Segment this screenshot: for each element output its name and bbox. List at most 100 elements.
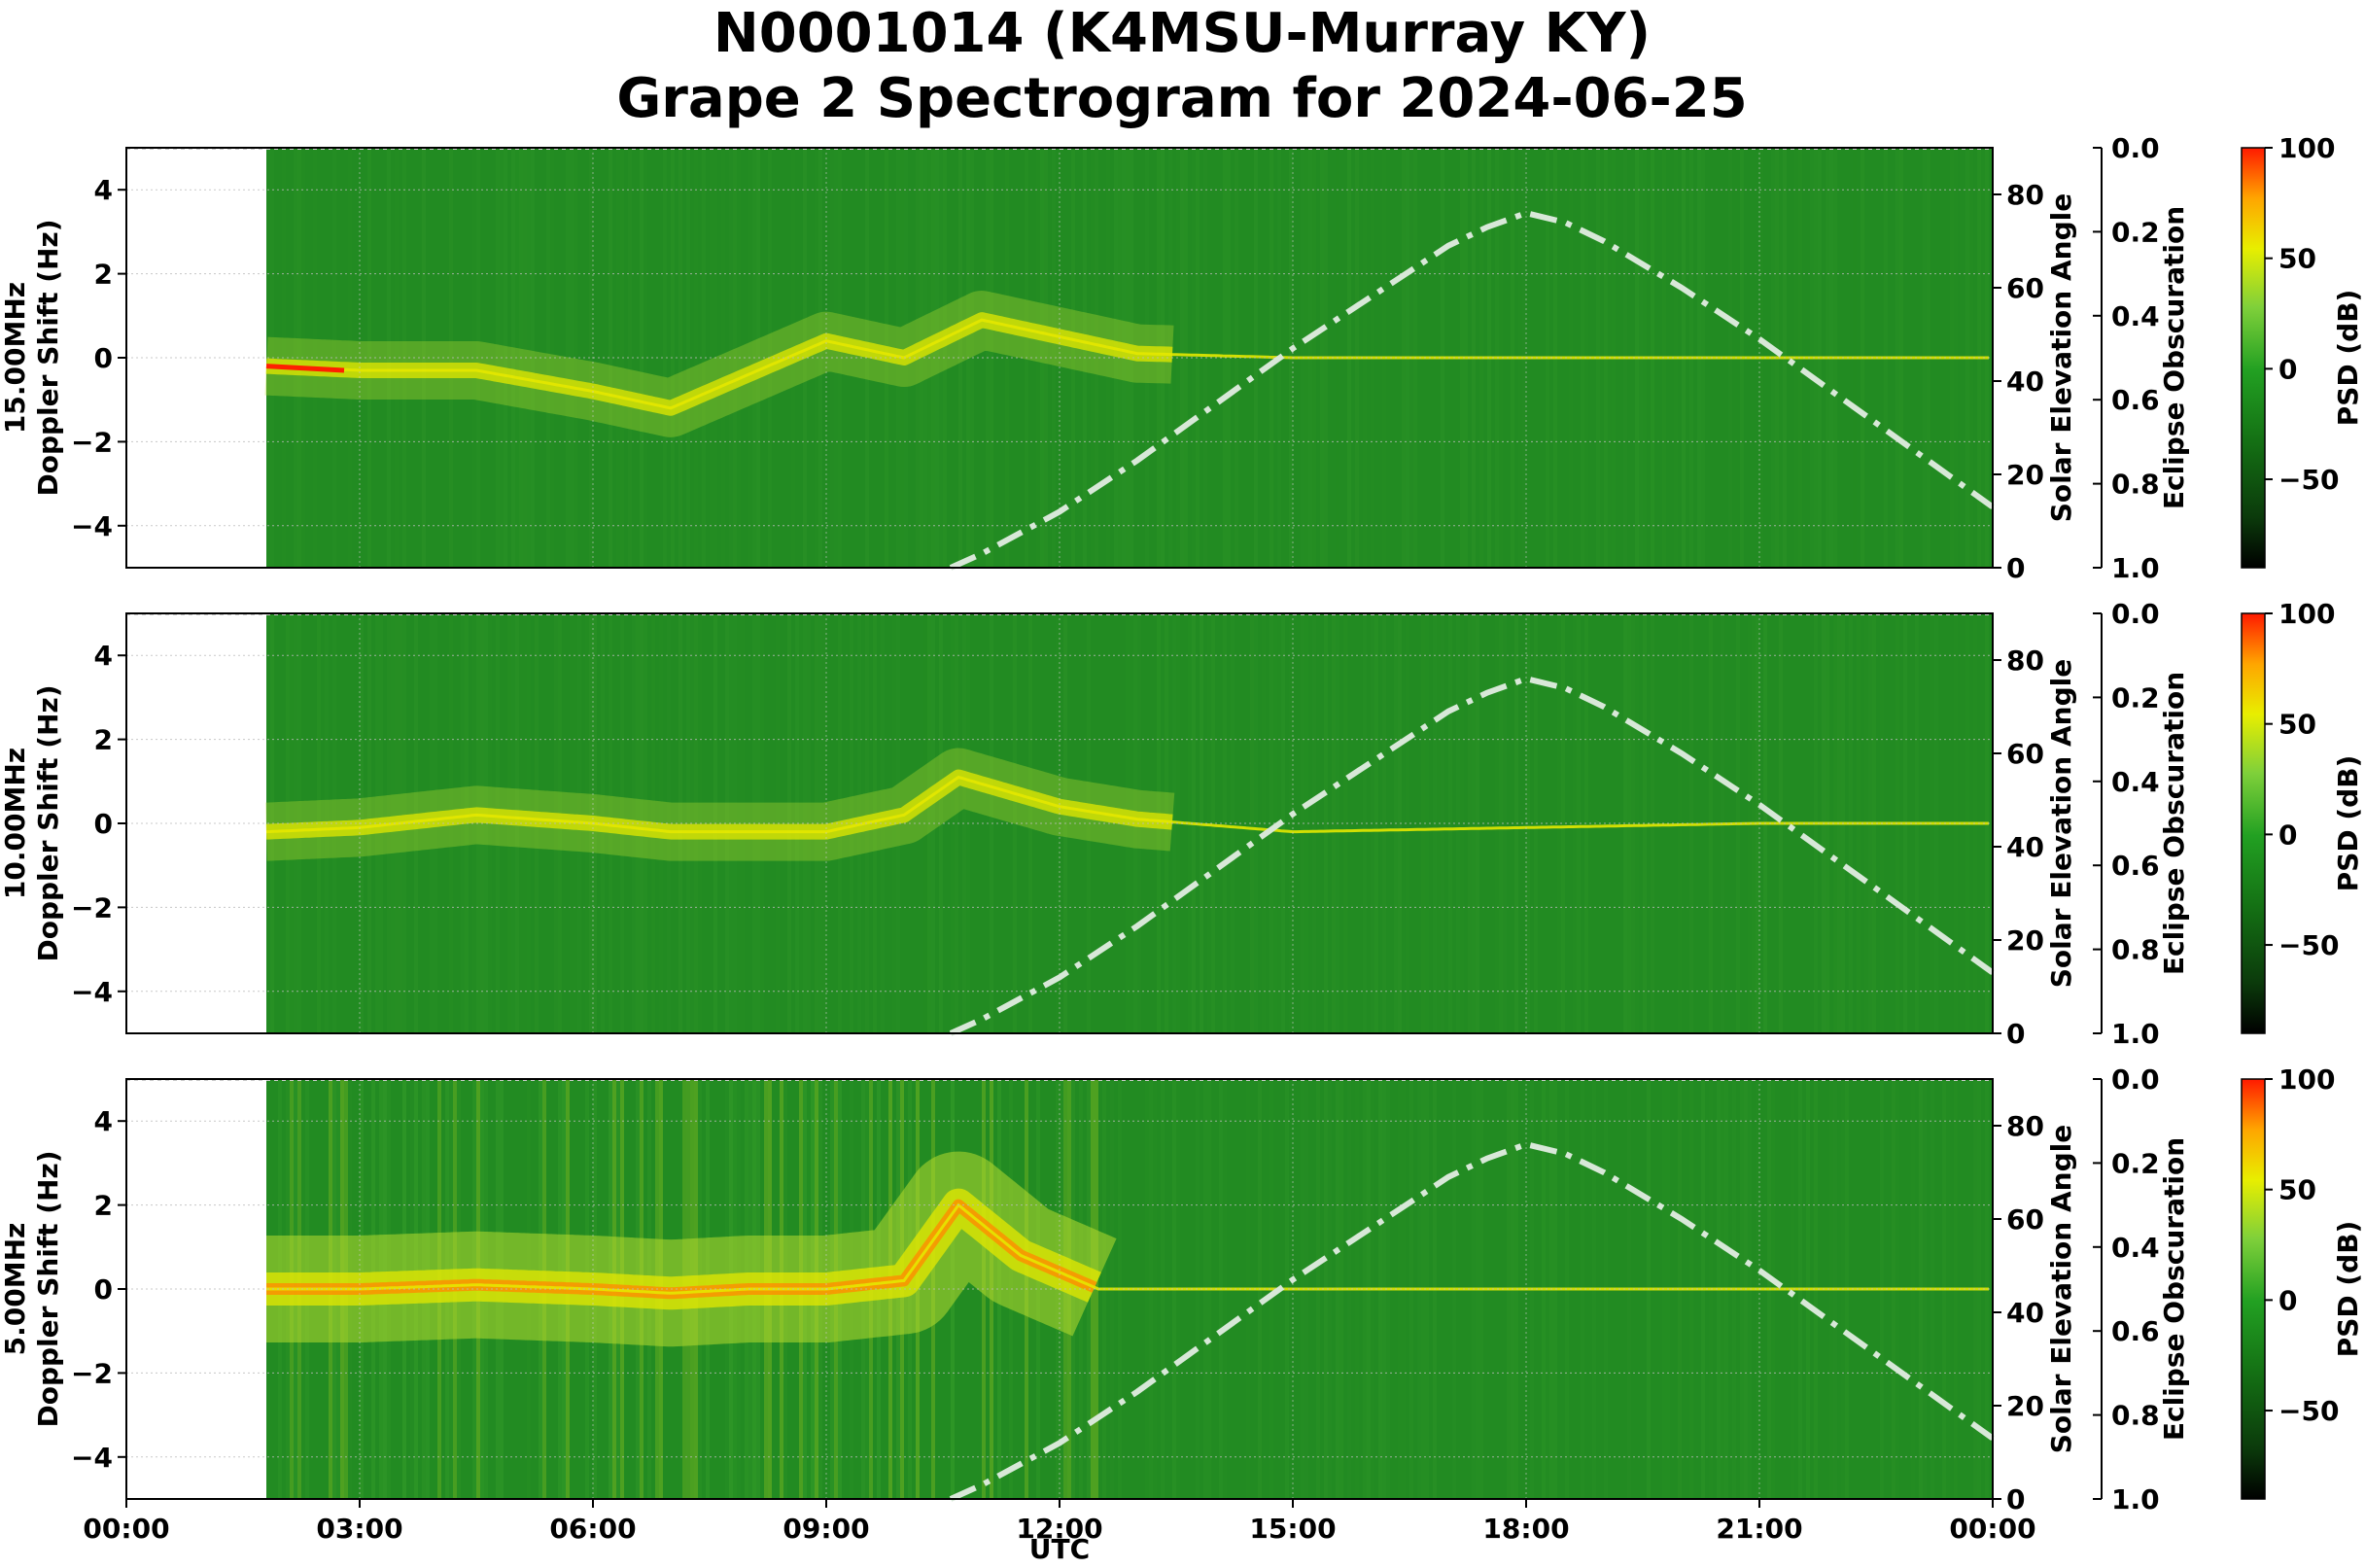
spectrogram-streak [1052, 148, 1056, 568]
spectrogram-streak [570, 148, 574, 568]
spectrogram-streak [702, 148, 706, 568]
spectrogram-streak [294, 148, 297, 568]
colorbar-tick-label: −50 [2278, 464, 2339, 496]
colorbar-label: PSD (dB) [2332, 1221, 2364, 1358]
y-tick-label: −2 [71, 891, 113, 923]
elevation-tick-label: 40 [2006, 1297, 2044, 1329]
spectrogram-streak [546, 148, 550, 568]
spectrogram-streak [958, 148, 962, 568]
y-axis-label-frequency: 10.00MHz [0, 748, 31, 899]
elevation-axis-label: Solar Elevation Angle [2045, 193, 2077, 522]
spectrogram-streak [1343, 613, 1347, 1033]
spectrogram-streak [725, 613, 729, 1033]
spectrogram-streak [527, 148, 531, 568]
spectrogram-streak [818, 148, 822, 568]
colorbar-tick-label: 50 [2278, 243, 2316, 275]
carrier-line [265, 775, 1989, 834]
elevation-axis-label: Solar Elevation Angle [2045, 1125, 2077, 1453]
y-tick-label: 2 [94, 259, 113, 291]
colorbar-tick-label: −50 [2278, 929, 2339, 961]
elevation-tick-label: 20 [2006, 924, 2044, 957]
spectrogram-panel-2: 420−2−45.00MHz Doppler Shift (Hz)02040608… [0, 1063, 2364, 1516]
eclipse-tick-label: 0.0 [2111, 132, 2160, 164]
eclipse-tick-label: 0.8 [2111, 934, 2160, 966]
x-tick-label: 12:00 [1016, 1513, 1102, 1545]
eclipse-axis-label: Eclipse Obscuration [2158, 1137, 2190, 1441]
spectrogram-streak [609, 148, 612, 568]
colorbar [2241, 612, 2266, 1034]
spectrogram-streak [838, 148, 842, 568]
spectrogram-streak [511, 148, 515, 568]
colorbar-tick-label: 0 [2278, 819, 2297, 851]
eclipse-tick-label: 0.6 [2111, 1315, 2160, 1347]
spectrogram-streak [1382, 613, 1386, 1033]
eclipse-axis-label: Eclipse Obscuration [2158, 206, 2190, 509]
solar-elevation-curve [949, 210, 1995, 571]
trace-red-segment [265, 364, 345, 373]
elevation-tick-label: 80 [2006, 645, 2044, 677]
spectrogram-streak [822, 613, 826, 1033]
colorbar-tick-label: −50 [2278, 1395, 2339, 1427]
spectrogram-streak [818, 613, 822, 1033]
colorbar [2241, 1078, 2266, 1500]
spectrogram-panel-0: 420−2−415.00MHz Doppler Shift (Hz)0204060… [0, 132, 2364, 584]
eclipse-tick-label: 0.2 [2111, 1147, 2160, 1179]
y-tick-label: 0 [94, 1273, 113, 1306]
spectrogram-streak [1114, 148, 1118, 568]
y-tick-label: −4 [71, 1442, 113, 1474]
eclipse-tick-label: 0.2 [2111, 216, 2160, 248]
spectrogram-streak [1324, 613, 1328, 1033]
elevation-tick-label: 40 [2006, 831, 2044, 863]
elevation-axis-label: Solar Elevation Angle [2045, 659, 2077, 988]
eclipse-tick-label: 0.6 [2111, 850, 2160, 882]
spectrogram-streak [566, 148, 570, 568]
x-tick-label: 15:00 [1249, 1513, 1336, 1545]
eclipse-tick-label: 1.0 [2111, 1483, 2160, 1516]
x-tick-label: 00:00 [83, 1513, 169, 1545]
y-tick-label: 0 [94, 808, 113, 840]
spectrogram-streak [1499, 613, 1503, 1033]
spectrogram-streak [1269, 613, 1273, 1033]
y-tick-label: −2 [71, 426, 113, 458]
solar-elevation-curve [949, 1141, 1995, 1502]
y-tick-label: 2 [94, 724, 113, 756]
eclipse-axis-label: Eclipse Obscuration [2158, 672, 2190, 975]
eclipse-tick-label: 0.4 [2111, 300, 2160, 332]
eclipse-tick-label: 0.4 [2111, 1232, 2160, 1264]
spectrogram-streak [955, 613, 958, 1033]
colorbar-tick-label: 50 [2278, 1174, 2316, 1206]
elevation-tick-label: 0 [2006, 1483, 2025, 1516]
y-tick-label: 4 [94, 1105, 113, 1137]
colorbar-tick-label: 100 [2278, 132, 2335, 164]
solar-elevation-curve [949, 676, 1995, 1036]
elevation-tick-label: 60 [2006, 738, 2044, 770]
y-tick-label: 4 [94, 640, 113, 672]
y-axis-label-doppler: Doppler Shift (Hz) [32, 684, 64, 961]
title-line-2: Grape 2 Spectrogram for 2024-06-25 [616, 67, 1747, 130]
eclipse-tick-label: 0.8 [2111, 469, 2160, 501]
y-axis-label-frequency: 15.00MHz [0, 282, 31, 434]
spectrogram-streak [1231, 613, 1235, 1033]
colorbar-label: PSD (dB) [2332, 290, 2364, 427]
colorbar-label: PSD (dB) [2332, 755, 2364, 892]
spectrogram-streak [686, 613, 690, 1033]
y-axis-label-doppler: Doppler Shift (Hz) [32, 1150, 64, 1427]
spectrogram-streak [1561, 613, 1565, 1033]
elevation-tick-label: 80 [2006, 179, 2044, 211]
spectrogram-streak [686, 148, 690, 568]
x-tick-label: 03:00 [316, 1513, 402, 1545]
colorbar [2241, 147, 2266, 569]
y-tick-label: −4 [71, 510, 113, 542]
spectrogram-streak [628, 148, 632, 568]
x-tick-label: 21:00 [1716, 1513, 1802, 1545]
eclipse-tick-label: 0.6 [2111, 384, 2160, 416]
y-tick-label: −2 [71, 1357, 113, 1389]
y-tick-label: 0 [94, 342, 113, 374]
elevation-tick-label: 60 [2006, 272, 2044, 304]
spectrogram-streak [531, 148, 535, 568]
y-tick-label: −4 [71, 976, 113, 1008]
spectrogram-streak [939, 613, 943, 1033]
elevation-tick-label: 40 [2006, 366, 2044, 398]
x-tick-label: 00:00 [1949, 1513, 2035, 1545]
